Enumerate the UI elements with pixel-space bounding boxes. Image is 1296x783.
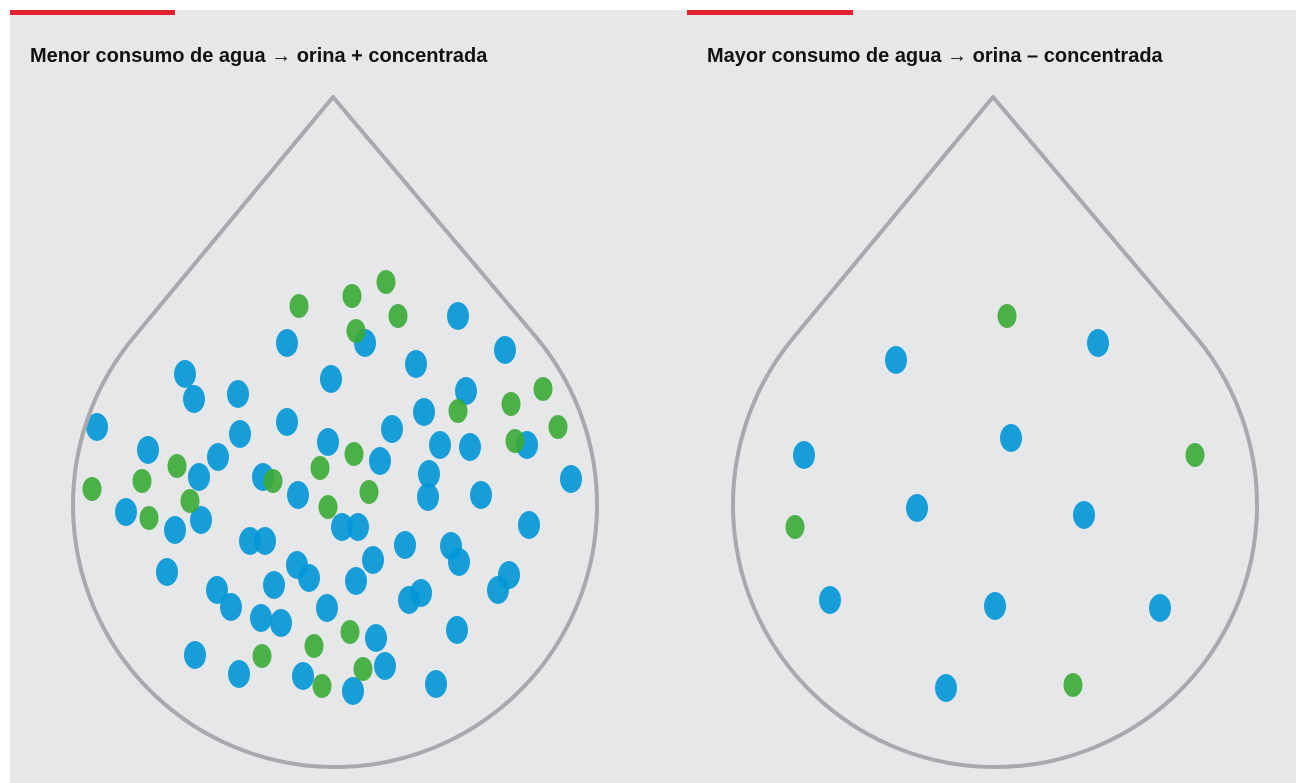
particle [446, 616, 468, 644]
particle [228, 660, 250, 688]
particle [984, 592, 1006, 620]
particle [389, 304, 408, 328]
particle [365, 624, 387, 652]
particle [305, 634, 324, 658]
particle [935, 674, 957, 702]
particle [819, 586, 841, 614]
particle [560, 465, 582, 493]
particle [250, 604, 272, 632]
particle [369, 447, 391, 475]
particle [254, 527, 276, 555]
particle [494, 336, 516, 364]
particle [413, 398, 435, 426]
particle [229, 420, 251, 448]
particle [319, 495, 338, 519]
particle [793, 441, 815, 469]
particle [518, 511, 540, 539]
particle [341, 620, 360, 644]
particle [506, 429, 525, 453]
particle [345, 442, 364, 466]
particle [207, 443, 229, 471]
particle [253, 644, 272, 668]
particle [1064, 673, 1083, 697]
particle [83, 477, 102, 501]
particle [417, 483, 439, 511]
particle [311, 456, 330, 480]
particle [360, 480, 379, 504]
particle [286, 551, 308, 579]
accent-bar [10, 10, 175, 15]
particle [425, 670, 447, 698]
particle [410, 579, 432, 607]
particle [290, 294, 309, 318]
particle [448, 548, 470, 576]
particle [345, 567, 367, 595]
panel-title: Menor consumo de agua → orina + concentr… [30, 45, 488, 67]
particle [188, 463, 210, 491]
particle [316, 594, 338, 622]
particle [343, 284, 362, 308]
particle [156, 558, 178, 586]
particle [292, 662, 314, 690]
particle [1087, 329, 1109, 357]
particle [449, 399, 468, 423]
particle [287, 481, 309, 509]
particle [549, 415, 568, 439]
particle [459, 433, 481, 461]
particle [470, 481, 492, 509]
particle [381, 415, 403, 443]
diagram: Menor consumo de agua → orina + concentr… [0, 0, 1296, 783]
particle [534, 377, 553, 401]
particle [429, 431, 451, 459]
particle [362, 546, 384, 574]
particle [270, 609, 292, 637]
particle [347, 513, 369, 541]
particle [276, 408, 298, 436]
particle [447, 302, 469, 330]
particle [885, 346, 907, 374]
particle [174, 360, 196, 388]
particle [276, 329, 298, 357]
particle [374, 652, 396, 680]
particle [140, 506, 159, 530]
particle [115, 498, 137, 526]
particle [164, 516, 186, 544]
particle [137, 436, 159, 464]
particle [183, 385, 205, 413]
particle [181, 489, 200, 513]
particle [498, 561, 520, 589]
particle [313, 674, 332, 698]
particle [394, 531, 416, 559]
particle [354, 657, 373, 681]
particle [377, 270, 396, 294]
particle [405, 350, 427, 378]
particle [1149, 594, 1171, 622]
particle [133, 469, 152, 493]
particle [1186, 443, 1205, 467]
particle [786, 515, 805, 539]
particle [227, 380, 249, 408]
accent-bar [687, 10, 853, 15]
particle [317, 428, 339, 456]
particle [168, 454, 187, 478]
particle [342, 677, 364, 705]
particle [347, 319, 366, 343]
particle [264, 469, 283, 493]
particle [320, 365, 342, 393]
particle [906, 494, 928, 522]
particle [998, 304, 1017, 328]
particle [502, 392, 521, 416]
particle [1073, 501, 1095, 529]
particle [1000, 424, 1022, 452]
particle [184, 641, 206, 669]
panel-title: Mayor consumo de agua → orina – concentr… [707, 45, 1164, 67]
particle [220, 593, 242, 621]
particle [263, 571, 285, 599]
